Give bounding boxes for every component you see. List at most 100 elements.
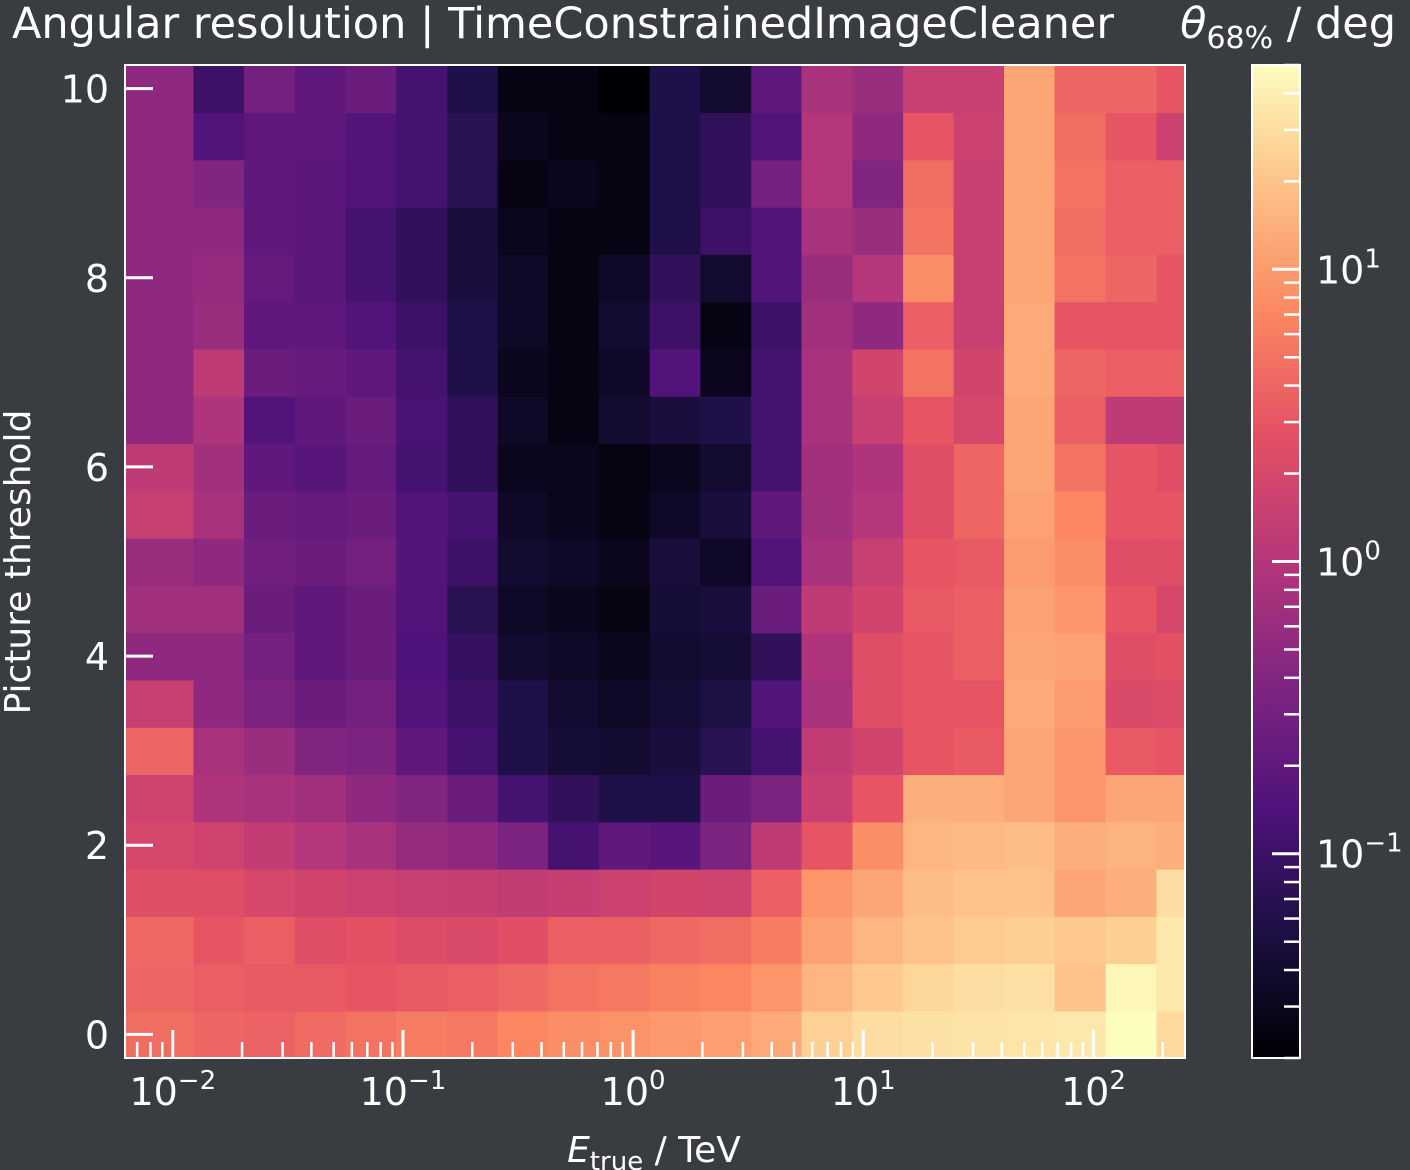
heatmap-cell xyxy=(125,112,195,161)
heatmap-cell xyxy=(548,348,600,397)
heatmap-cell xyxy=(852,585,904,634)
heatmap-cell xyxy=(193,65,245,114)
heatmap-cell xyxy=(294,916,347,965)
heatmap-cell xyxy=(903,490,955,539)
heatmap-cell xyxy=(1004,65,1056,114)
heatmap-cell xyxy=(193,916,245,965)
heatmap-cell xyxy=(1004,774,1056,823)
heatmap-cell xyxy=(700,206,753,255)
heatmap-cell xyxy=(700,348,753,397)
heatmap-cell xyxy=(953,585,1005,634)
heatmap-cell xyxy=(751,632,803,681)
heatmap-cell xyxy=(294,585,347,634)
heatmap-cell xyxy=(193,585,245,634)
heatmap-cell xyxy=(1105,727,1158,776)
heatmap-cell xyxy=(497,774,549,823)
heatmap-cell xyxy=(1054,206,1107,255)
heatmap-cell xyxy=(598,632,651,681)
heatmap-cell xyxy=(447,348,499,397)
heatmap-cell xyxy=(345,537,397,586)
heatmap-cell xyxy=(294,679,347,728)
heatmap-cell xyxy=(903,868,955,917)
heatmap-cell xyxy=(345,774,397,823)
heatmap-cell xyxy=(598,585,651,634)
heatmap-cell xyxy=(497,537,549,586)
heatmap-cell xyxy=(244,679,296,728)
heatmap-cell xyxy=(649,206,702,255)
heatmap-cell xyxy=(447,537,499,586)
heatmap-cell xyxy=(193,206,245,255)
heatmap-cell xyxy=(751,396,803,445)
heatmap-cell xyxy=(1156,537,1185,586)
heatmap-cell xyxy=(598,301,651,350)
heatmap-cell xyxy=(396,396,449,445)
heatmap-cell xyxy=(700,490,753,539)
heatmap-cell xyxy=(244,443,296,492)
heatmap-cell xyxy=(751,537,803,586)
heatmap-cell xyxy=(1105,301,1158,350)
heatmap-cell xyxy=(1156,774,1185,823)
heatmap-cell xyxy=(801,206,854,255)
heatmap-cell xyxy=(1004,348,1056,397)
colorbar-ticks: 10−1 100 101 xyxy=(1272,63,1403,1060)
heatmap-cell xyxy=(751,868,803,917)
heatmap-cell xyxy=(1156,679,1185,728)
heatmap-cell xyxy=(244,301,296,350)
x-axis-label-symbol: E xyxy=(567,1130,590,1170)
heatmap-cell xyxy=(1105,632,1158,681)
heatmap-cell xyxy=(598,774,651,823)
heatmap-cell xyxy=(447,679,499,728)
heatmap-cell xyxy=(700,65,753,114)
heatmap-cell xyxy=(548,112,600,161)
heatmap-cell xyxy=(751,963,803,1012)
heatmap-cell xyxy=(903,443,955,492)
heatmap-cell xyxy=(294,774,347,823)
heatmap-cell xyxy=(1156,585,1185,634)
heatmap-cell xyxy=(751,301,803,350)
heatmap-cell xyxy=(700,159,753,208)
heatmap-cell xyxy=(903,821,955,870)
heatmap-cell xyxy=(294,65,347,114)
heatmap-cell xyxy=(294,821,347,870)
heatmap-cell xyxy=(1004,443,1056,492)
heatmap-cell xyxy=(649,774,702,823)
heatmap-cell xyxy=(193,821,245,870)
heatmap-cell xyxy=(125,727,195,776)
heatmap-cell xyxy=(649,65,702,114)
heatmap-cell xyxy=(801,774,854,823)
heatmap-cell xyxy=(700,112,753,161)
colorbar-label-unit: / deg xyxy=(1273,0,1396,49)
heatmap-cell xyxy=(1105,490,1158,539)
heatmap-cell xyxy=(1004,821,1056,870)
heatmap-cell xyxy=(396,112,449,161)
heatmap-cell xyxy=(447,821,499,870)
heatmap-cell xyxy=(1054,585,1107,634)
y-tick-label: 10 xyxy=(61,68,109,112)
heatmap-cell xyxy=(1054,254,1107,303)
heatmap-cell xyxy=(396,159,449,208)
heatmap-cell xyxy=(193,868,245,917)
heatmap-cell xyxy=(548,1010,600,1058)
heatmap-cell xyxy=(852,206,904,255)
heatmap-cell xyxy=(345,585,397,634)
heatmap-cell xyxy=(953,65,1005,114)
colorbar-label-symbol: θ xyxy=(1180,0,1206,49)
heatmap-cell xyxy=(751,348,803,397)
heatmap-cell xyxy=(953,254,1005,303)
heatmap-cell xyxy=(396,727,449,776)
heatmap-cell xyxy=(447,65,499,114)
heatmap-cell xyxy=(1105,254,1158,303)
heatmap-cell xyxy=(244,774,296,823)
heatmap-cell xyxy=(497,348,549,397)
heatmap-cell xyxy=(345,396,397,445)
heatmap-cell xyxy=(1054,348,1107,397)
heatmap-cell xyxy=(548,774,600,823)
heatmap-cell xyxy=(447,585,499,634)
heatmap-cell xyxy=(852,443,904,492)
heatmap-cell xyxy=(649,254,702,303)
heatmap-cell xyxy=(1004,1010,1056,1058)
heatmap-cell xyxy=(1105,112,1158,161)
heatmap-cell xyxy=(497,206,549,255)
heatmap-cell xyxy=(447,396,499,445)
heatmap-cell xyxy=(548,868,600,917)
